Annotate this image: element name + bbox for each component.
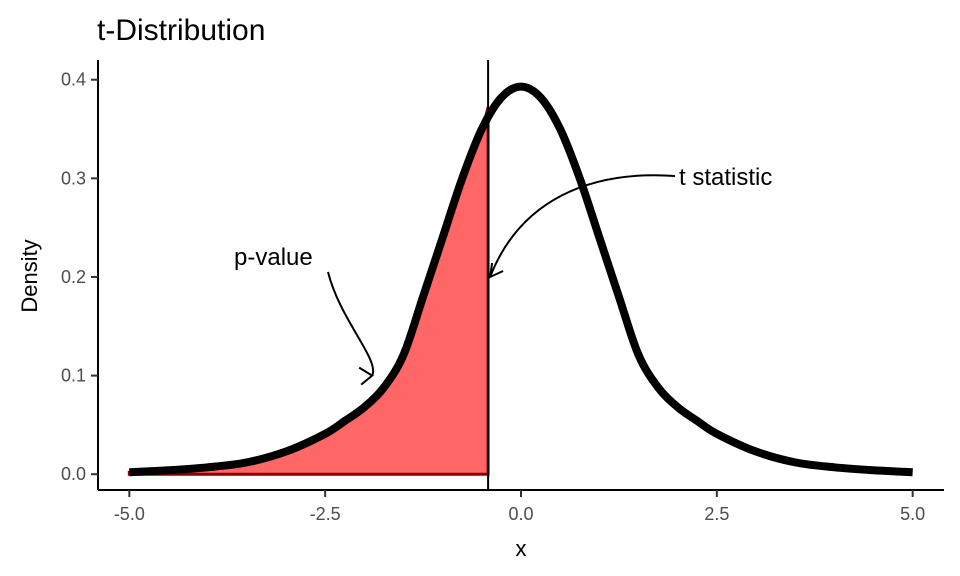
y-tick-label: 0.1 xyxy=(61,366,86,386)
plot-area xyxy=(127,60,913,490)
y-tick-label: 0.2 xyxy=(61,267,86,287)
axes: -5.0 -2.5 0.0 2.5 5.0 0.0 0.1 0.2 0.3 0.4 xyxy=(61,60,944,524)
t-statistic-arrowhead xyxy=(488,262,504,279)
y-axis-title: Density xyxy=(17,239,42,312)
p-value-arrowhead xyxy=(358,366,374,386)
p-value-arrow xyxy=(327,271,375,377)
p-value-area xyxy=(127,106,490,476)
y-tick-label: 0.4 xyxy=(61,70,86,90)
density-curve xyxy=(129,82,913,477)
y-tick-label: 0.3 xyxy=(61,168,86,188)
y-tick-label: 0.0 xyxy=(61,464,86,484)
x-tick-label: -2.5 xyxy=(310,504,341,524)
x-tick-label: 2.5 xyxy=(704,504,729,524)
x-tick-label: -5.0 xyxy=(114,504,145,524)
x-tick-label: 0.0 xyxy=(508,504,533,524)
x-axis-title: x xyxy=(516,536,527,561)
t-statistic-arrow xyxy=(489,174,676,278)
chart-title: t-Distribution xyxy=(97,14,265,47)
p-value-label: p-value xyxy=(234,244,313,271)
annotations: p-value t statistic xyxy=(234,164,772,386)
t-statistic-label: t statistic xyxy=(679,164,772,191)
x-tick-label: 5.0 xyxy=(900,504,925,524)
